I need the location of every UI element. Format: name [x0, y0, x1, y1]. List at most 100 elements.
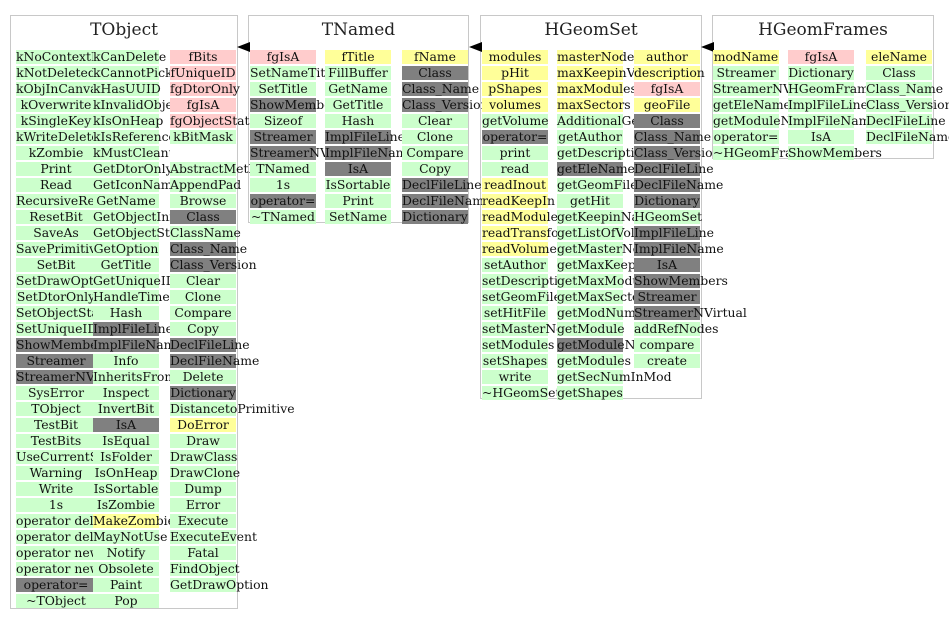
member-cell: Class_Name: [634, 129, 712, 144]
member-cell: TestBits: [16, 434, 96, 448]
member-cell: getMaxKeepinVolumes: [557, 257, 701, 272]
member-cell: Hash: [325, 114, 391, 128]
member-cell: getDescription: [557, 145, 651, 160]
member-cell: geoFile: [634, 98, 700, 112]
member-cell: StreamerNVirtual: [250, 145, 363, 160]
member-cell: setGeomFile: [482, 289, 561, 304]
member-cell: GetTitle: [325, 98, 391, 112]
member-cell: getEleName: [557, 161, 635, 176]
member-cell: HGeomSet: [634, 209, 703, 224]
member-cell: Class: [866, 66, 932, 80]
member-cell: getKeepinName: [557, 209, 659, 224]
member-cell: kOverwrite: [16, 98, 96, 112]
member-cell: SetTitle: [250, 82, 316, 96]
class-title: HGeomFrames: [758, 20, 888, 40]
member-cell: Copy: [170, 322, 236, 336]
member-cell: Browse: [170, 194, 236, 208]
member-cell: FillBuffer: [325, 66, 391, 80]
member-cell: DeclFileName: [634, 177, 724, 192]
member-cell: fTitle: [325, 50, 391, 64]
member-cell: Streamer: [250, 130, 316, 144]
member-cell: compare: [634, 338, 700, 352]
member-cell: ImplFileLine: [634, 225, 714, 240]
member-cell: DeclFileLine: [634, 161, 714, 176]
member-cell: getListOfVolumes: [557, 225, 669, 240]
member-cell: getGeomFile: [557, 177, 638, 192]
member-cell: Clone: [170, 290, 236, 304]
member-cell: Dictionary: [170, 385, 236, 400]
member-cell: DeclFileName: [402, 193, 492, 208]
member-cell: Obsolete: [93, 562, 159, 576]
member-cell: IsA: [634, 258, 700, 272]
member-cell: ImplFileName: [325, 145, 415, 160]
member-cell: IsFolder: [93, 450, 159, 464]
member-cell: TestBit: [16, 418, 96, 432]
member-cell: GetDtorOnly: [93, 161, 173, 176]
member-cell: fgObjectStat: [170, 113, 250, 128]
member-cell: GetOption: [93, 241, 159, 256]
member-cell: operator=: [482, 129, 548, 144]
member-cell: FindObject: [170, 561, 240, 576]
member-cell: ~HGeomFrames: [713, 145, 818, 160]
member-cell: SaveAs: [16, 226, 96, 240]
member-cell: Class: [170, 210, 236, 224]
member-cell: setMasterNodes: [482, 321, 586, 336]
member-cell: IsSortable: [325, 177, 391, 192]
member-cell: DoError: [170, 418, 236, 432]
member-cell: getModule: [557, 321, 625, 336]
member-cell: setHitFile: [482, 305, 548, 320]
member-cell: getAuthor: [557, 129, 623, 144]
member-cell: Read: [16, 178, 96, 192]
member-cell: Class_Name: [402, 81, 480, 96]
member-cell: ShowMembers: [634, 273, 728, 288]
member-cell: fgIsA: [170, 98, 236, 112]
member-cell: ShowMembers: [250, 97, 344, 112]
member-cell: kIsReferenced: [93, 129, 184, 144]
member-cell: setDescription: [482, 273, 574, 288]
member-cell: AppendPad: [170, 177, 242, 192]
member-cell: Streamer: [713, 66, 779, 80]
member-cell: SetBit: [16, 258, 96, 272]
member-cell: kBitMask: [170, 130, 236, 144]
member-cell: getSecNumInMod: [557, 369, 672, 384]
member-cell: operator new: [16, 545, 101, 560]
member-cell: IsOnHeap: [93, 465, 159, 480]
member-cell: ImplFileName: [788, 113, 878, 128]
member-cell: setShapes: [482, 353, 548, 368]
member-cell: getHit: [557, 194, 623, 208]
member-cell: GetName: [325, 82, 391, 96]
member-cell: getModuleName: [713, 113, 818, 128]
member-cell: Execute: [170, 514, 236, 528]
member-cell: create: [634, 354, 700, 368]
member-cell: Fatal: [170, 546, 236, 560]
member-cell: readTransform: [482, 225, 577, 240]
member-cell: getMaxSectors: [557, 289, 652, 304]
member-cell: Dictionary: [788, 65, 854, 80]
member-cell: IsA: [93, 418, 159, 432]
member-cell: Draw: [170, 434, 236, 448]
member-cell: fgDtorOnly: [170, 81, 240, 96]
member-cell: Sizeof: [250, 114, 316, 128]
member-cell: IsA: [788, 130, 854, 144]
member-cell: HandleTimer: [93, 289, 176, 304]
member-cell: InvertBit: [93, 402, 159, 416]
member-cell: masterNodes: [557, 49, 641, 64]
member-cell: GetDrawOption: [170, 577, 269, 592]
member-cell: IsEqual: [93, 434, 159, 448]
member-cell: SetObjectStat: [16, 305, 104, 320]
member-cell: InheritsFrom: [93, 369, 177, 384]
member-cell: operator=: [713, 129, 779, 144]
member-cell: readInout: [482, 178, 548, 192]
member-cell: DeclFileLine: [170, 337, 250, 352]
member-cell: SysError: [16, 386, 96, 400]
member-cell: Dictionary: [402, 209, 468, 224]
member-cell: DeclFileLine: [866, 113, 946, 128]
member-cell: fgIsA: [250, 50, 316, 64]
member-cell: ~HGeomSet: [482, 385, 561, 400]
member-cell: GetName: [93, 194, 159, 208]
member-cell: Print: [16, 162, 96, 176]
member-cell: fName: [402, 50, 468, 64]
member-cell: StreamerNVirtual: [16, 369, 129, 384]
member-cell: Streamer: [634, 290, 700, 304]
member-cell: Class_Version: [402, 97, 489, 112]
